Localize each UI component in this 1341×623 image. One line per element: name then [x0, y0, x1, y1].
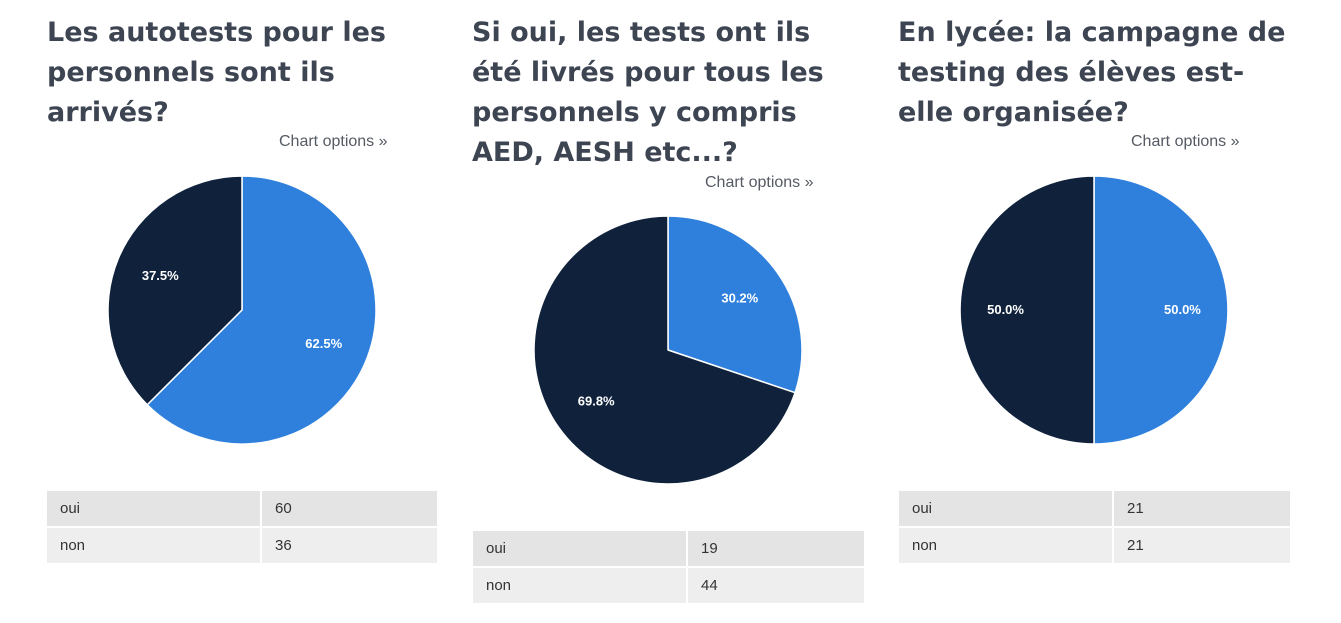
title-line: Les autotests pour les [47, 17, 387, 48]
pie-slice-label: 50.0% [1164, 302, 1201, 317]
answer-count: 36 [261, 527, 437, 563]
title-line: AED, AESH etc...? [472, 137, 738, 168]
title-line: testing des élèves est- [898, 57, 1245, 88]
pie-chart: 62.5% 37.5% [107, 175, 377, 445]
answer-count: 19 [687, 531, 864, 568]
pie-slice-label: 69.8% [578, 394, 615, 409]
answer-count: 21 [1113, 491, 1290, 528]
pie-slice-label: 62.5% [305, 336, 342, 351]
pie-slice-label: 50.0% [987, 302, 1024, 317]
answer-label: non [473, 567, 688, 603]
title-line: elle organisée? [898, 97, 1129, 128]
results-table: oui 21 non 21 [899, 491, 1290, 563]
title-line: Si oui, les tests ont ils [472, 17, 811, 48]
pie-slice-oui[interactable] [146, 175, 377, 445]
chart-title: En lycée: la campagne de testing des élè… [898, 13, 1285, 133]
table-row: oui 19 [473, 531, 864, 568]
pie-slice-label: 37.5% [142, 268, 179, 283]
table-row: non 44 [473, 567, 864, 603]
pie-slice-non[interactable] [533, 215, 796, 485]
results-table: oui 19 non 44 [473, 531, 864, 603]
pie-chart: 50.0% 50.0% [959, 175, 1229, 445]
answer-count: 60 [261, 491, 437, 528]
answer-label: oui [47, 491, 262, 528]
table-row: oui 21 [899, 491, 1290, 528]
pie-slice-label: 30.2% [721, 290, 758, 305]
answer-label: non [47, 527, 262, 563]
pie-slice-oui[interactable] [667, 215, 803, 394]
pie-chart: 30.2% 69.8% [533, 215, 803, 485]
title-line: arrivés? [47, 97, 169, 128]
answer-label: oui [473, 531, 688, 568]
pie-slice-non[interactable] [959, 175, 1095, 445]
answer-label: non [899, 527, 1114, 563]
chart-title: Si oui, les tests ont ils été livrés pou… [472, 13, 824, 173]
pie-slice-oui[interactable] [1093, 175, 1229, 445]
table-row: non 21 [899, 527, 1290, 563]
title-line: été livrés pour tous les [472, 57, 824, 88]
chart-options-link[interactable]: Chart options » [705, 174, 814, 191]
answer-count: 21 [1113, 527, 1290, 563]
table-row: non 36 [47, 527, 437, 563]
title-line: personnels sont ils [47, 57, 335, 88]
chart-options-link[interactable]: Chart options » [279, 133, 388, 150]
table-row: oui 60 [47, 491, 437, 528]
results-table: oui 60 non 36 [47, 491, 437, 563]
pie-slice-non[interactable] [107, 175, 243, 406]
answer-label: oui [899, 491, 1114, 528]
chart-title: Les autotests pour les personnels sont i… [47, 13, 386, 133]
title-line: personnels y compris [472, 97, 797, 128]
answer-count: 44 [687, 567, 864, 603]
title-line: En lycée: la campagne de [898, 17, 1286, 48]
chart-options-link[interactable]: Chart options » [1131, 133, 1240, 150]
